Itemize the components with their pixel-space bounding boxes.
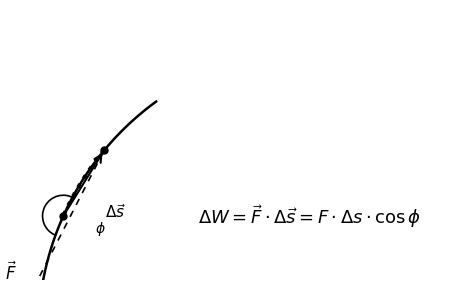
Text: $\Delta\vec{s}$: $\Delta\vec{s}$: [105, 203, 126, 221]
Text: $\phi$: $\phi$: [94, 220, 105, 238]
Text: $\vec{F}$: $\vec{F}$: [5, 261, 17, 284]
Text: $\Delta W = \vec{F} \cdot \Delta\vec{s} = F \cdot \Delta s \cdot \cos\phi$: $\Delta W = \vec{F} \cdot \Delta\vec{s} …: [198, 203, 421, 230]
